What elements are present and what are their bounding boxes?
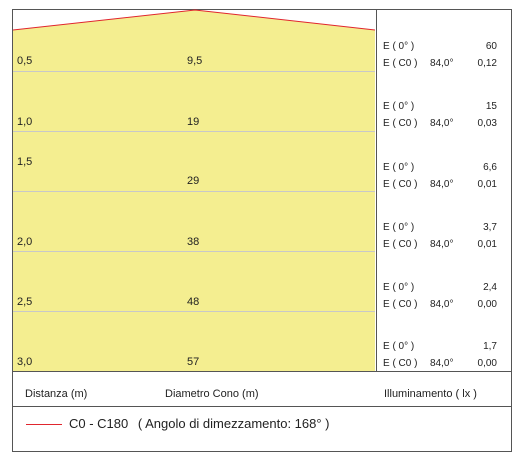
e0-value: 6,6 [483,162,497,173]
ec0-label: E ( C0 ) [383,299,418,310]
diameter-label: 19 [187,116,200,128]
distance-label: 1,0 [17,116,33,128]
diameter-label: 57 [187,356,200,368]
distance-header: Distanza (m) [25,388,88,400]
e0-value: 60 [485,41,497,52]
diameter-label: 29 [187,175,200,187]
legend-label: C0 - C180 [69,416,129,431]
e0-value: 3,7 [483,222,497,233]
legend-entry: C0 - C180 ( Angolo di dimezzamento: 168°… [69,416,330,431]
e0-label: E ( 0° ) [383,41,415,52]
legend-divider [12,406,512,407]
distance-label: 0,5 [17,55,33,67]
illuminance-block: E ( 0° ) 6,6 E ( C0 ) 84,0° 0,01 [383,161,497,191]
diagram-frame [12,9,512,452]
distance-label: 1,5 [17,156,33,168]
e0-value: 15 [485,101,497,112]
e0-label: E ( 0° ) [383,162,415,173]
illuminance-block: E ( 0° ) 15 E ( C0 ) 84,0° 0,03 [383,100,497,130]
e0-value: 2,4 [483,282,497,293]
e0-label: E ( 0° ) [383,101,415,112]
ec0-value: 0,00 [477,358,497,369]
illuminance-block: E ( 0° ) 2,4 E ( C0 ) 84,0° 0,00 [383,281,497,311]
cone-edge-line [12,9,376,31]
distance-label: 2,0 [17,236,33,248]
angle-value: 84,0° [430,179,454,190]
ec0-label: E ( C0 ) [383,118,418,129]
angle-value: 84,0° [430,239,454,250]
illuminance-block: E ( 0° ) 60 E ( C0 ) 84,0° 0,12 [383,40,497,70]
e0-label: E ( 0° ) [383,341,415,352]
table-divider [12,371,512,372]
distance-label: 3,0 [17,356,33,368]
column-divider [376,9,377,371]
angle-value: 84,0° [430,58,454,69]
cone-area [13,10,375,371]
illuminance-header: Illuminamento ( lx ) [384,388,477,400]
illuminance-block: E ( 0° ) 3,7 E ( C0 ) 84,0° 0,01 [383,221,497,251]
ec0-label: E ( C0 ) [383,358,418,369]
ec0-value: 0,00 [477,299,497,310]
ec0-value: 0,03 [477,118,497,129]
legend-line-swatch [26,424,62,425]
ec0-value: 0,01 [477,179,497,190]
diameter-label: 38 [187,236,200,248]
ec0-value: 0,12 [477,58,497,69]
illuminance-block: E ( 0° ) 1,7 E ( C0 ) 84,0° 0,00 [383,340,497,370]
e0-value: 1,7 [483,341,497,352]
angle-value: 84,0° [430,299,454,310]
ec0-label: E ( C0 ) [383,179,418,190]
diameter-label: 48 [187,296,200,308]
diameter-header: Diametro Cono (m) [165,388,259,400]
angle-value: 84,0° [430,358,454,369]
grid-lines [13,71,375,312]
ec0-value: 0,01 [477,239,497,250]
angle-value: 84,0° [430,118,454,129]
legend-detail: ( Angolo di dimezzamento: 168° ) [137,416,330,431]
e0-label: E ( 0° ) [383,282,415,293]
diameter-label: 9,5 [187,55,203,67]
ec0-label: E ( C0 ) [383,239,418,250]
distance-label: 2,5 [17,296,33,308]
e0-label: E ( 0° ) [383,222,415,233]
ec0-label: E ( C0 ) [383,58,418,69]
